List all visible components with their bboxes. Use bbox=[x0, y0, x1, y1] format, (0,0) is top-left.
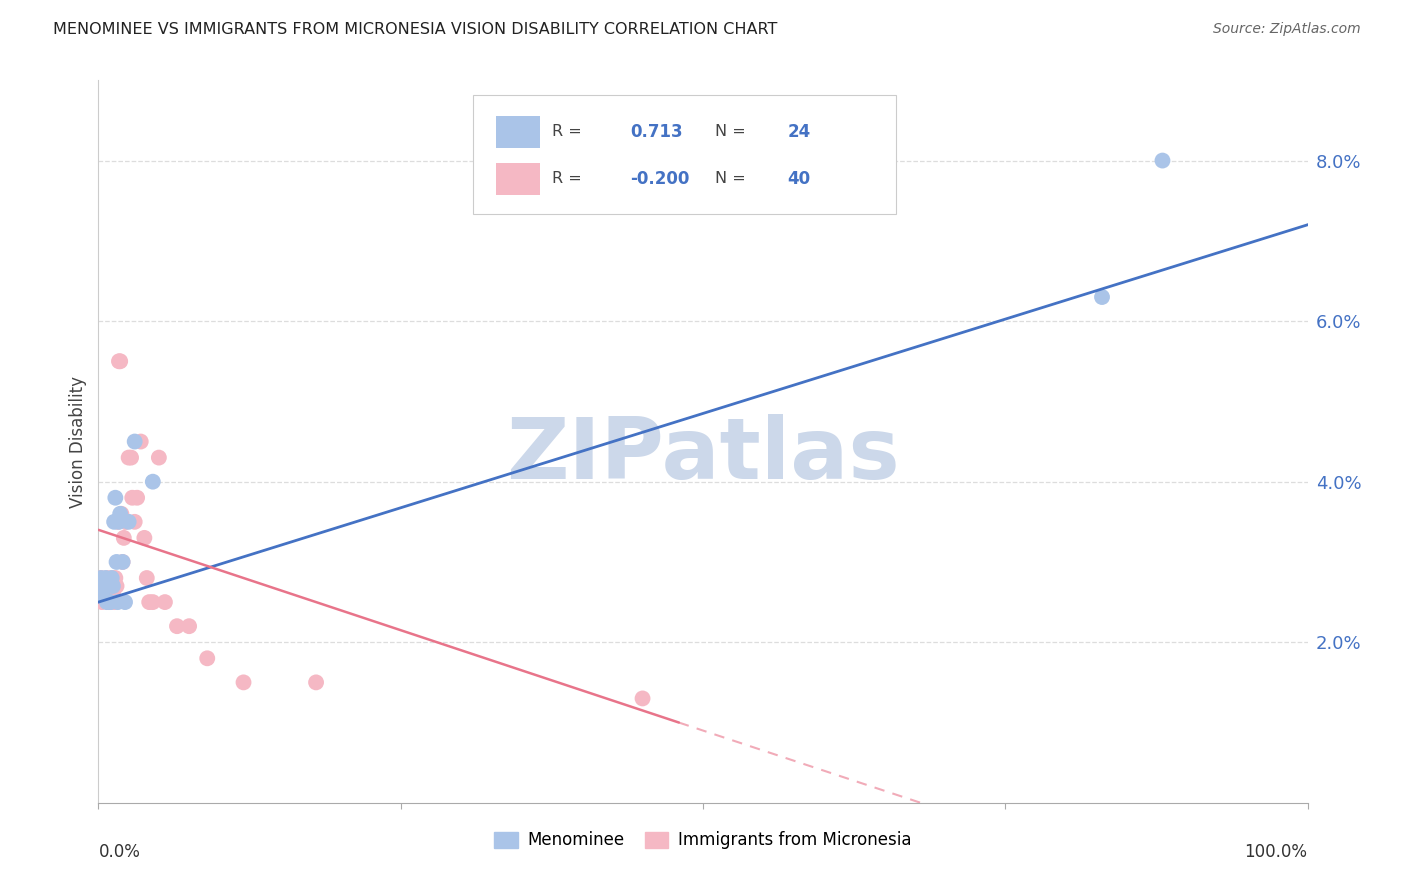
Point bbox=[120, 450, 142, 465]
Point bbox=[142, 475, 165, 489]
Text: N =: N = bbox=[716, 125, 745, 139]
Point bbox=[111, 555, 134, 569]
Point bbox=[105, 555, 128, 569]
Point bbox=[111, 555, 134, 569]
Point bbox=[108, 354, 131, 368]
Point bbox=[100, 571, 122, 585]
Text: N =: N = bbox=[716, 171, 745, 186]
Point bbox=[93, 587, 115, 601]
Point bbox=[195, 651, 218, 665]
Text: 40: 40 bbox=[787, 170, 811, 188]
Text: R =: R = bbox=[551, 125, 582, 139]
Y-axis label: Vision Disability: Vision Disability bbox=[69, 376, 87, 508]
Point bbox=[100, 571, 122, 585]
Point bbox=[124, 515, 146, 529]
FancyBboxPatch shape bbox=[496, 116, 540, 148]
Point bbox=[100, 595, 122, 609]
Point bbox=[134, 531, 156, 545]
Point bbox=[97, 579, 120, 593]
Text: 0.0%: 0.0% bbox=[98, 843, 141, 861]
Text: 24: 24 bbox=[787, 123, 811, 141]
Point bbox=[103, 515, 125, 529]
Text: ZIPatlas: ZIPatlas bbox=[506, 415, 900, 498]
Point bbox=[104, 571, 127, 585]
Text: Source: ZipAtlas.com: Source: ZipAtlas.com bbox=[1213, 22, 1361, 37]
Point bbox=[110, 507, 132, 521]
Point bbox=[124, 434, 146, 449]
Point bbox=[91, 595, 114, 609]
Point bbox=[118, 450, 141, 465]
Point bbox=[118, 515, 141, 529]
Point bbox=[115, 515, 138, 529]
Point bbox=[631, 691, 654, 706]
Point bbox=[100, 579, 122, 593]
Point bbox=[105, 579, 128, 593]
Point bbox=[94, 571, 117, 585]
Point bbox=[104, 491, 127, 505]
Point bbox=[90, 571, 112, 585]
Point bbox=[148, 450, 170, 465]
Text: -0.200: -0.200 bbox=[630, 170, 690, 188]
Point bbox=[166, 619, 188, 633]
Point bbox=[98, 595, 121, 609]
FancyBboxPatch shape bbox=[474, 95, 897, 214]
Text: 0.713: 0.713 bbox=[630, 123, 683, 141]
Point bbox=[153, 595, 176, 609]
Point bbox=[135, 571, 157, 585]
Point bbox=[91, 579, 114, 593]
Point bbox=[114, 515, 136, 529]
Point bbox=[108, 354, 131, 368]
Point bbox=[114, 595, 136, 609]
Point bbox=[305, 675, 328, 690]
Point bbox=[107, 515, 129, 529]
Point bbox=[108, 507, 131, 521]
FancyBboxPatch shape bbox=[496, 162, 540, 195]
Point bbox=[91, 579, 114, 593]
Point bbox=[138, 595, 160, 609]
Point bbox=[94, 579, 117, 593]
Point bbox=[96, 571, 118, 585]
Point bbox=[142, 595, 165, 609]
Text: MENOMINEE VS IMMIGRANTS FROM MICRONESIA VISION DISABILITY CORRELATION CHART: MENOMINEE VS IMMIGRANTS FROM MICRONESIA … bbox=[53, 22, 778, 37]
Text: 100.0%: 100.0% bbox=[1244, 843, 1308, 861]
Legend: Menominee, Immigrants from Micronesia: Menominee, Immigrants from Micronesia bbox=[488, 824, 918, 856]
Point bbox=[91, 587, 114, 601]
Point bbox=[121, 491, 143, 505]
Point bbox=[179, 619, 201, 633]
Point bbox=[90, 571, 112, 585]
Point bbox=[97, 595, 120, 609]
Point bbox=[107, 595, 129, 609]
Point bbox=[112, 531, 135, 545]
Point bbox=[96, 595, 118, 609]
Point bbox=[127, 491, 149, 505]
Point bbox=[1152, 153, 1174, 168]
Point bbox=[129, 434, 152, 449]
Point bbox=[103, 595, 125, 609]
Point bbox=[1091, 290, 1114, 304]
Point bbox=[101, 579, 124, 593]
Point bbox=[101, 587, 124, 601]
Point bbox=[108, 515, 131, 529]
Point bbox=[98, 587, 121, 601]
Text: R =: R = bbox=[551, 171, 582, 186]
Point bbox=[232, 675, 254, 690]
Point bbox=[93, 579, 115, 593]
